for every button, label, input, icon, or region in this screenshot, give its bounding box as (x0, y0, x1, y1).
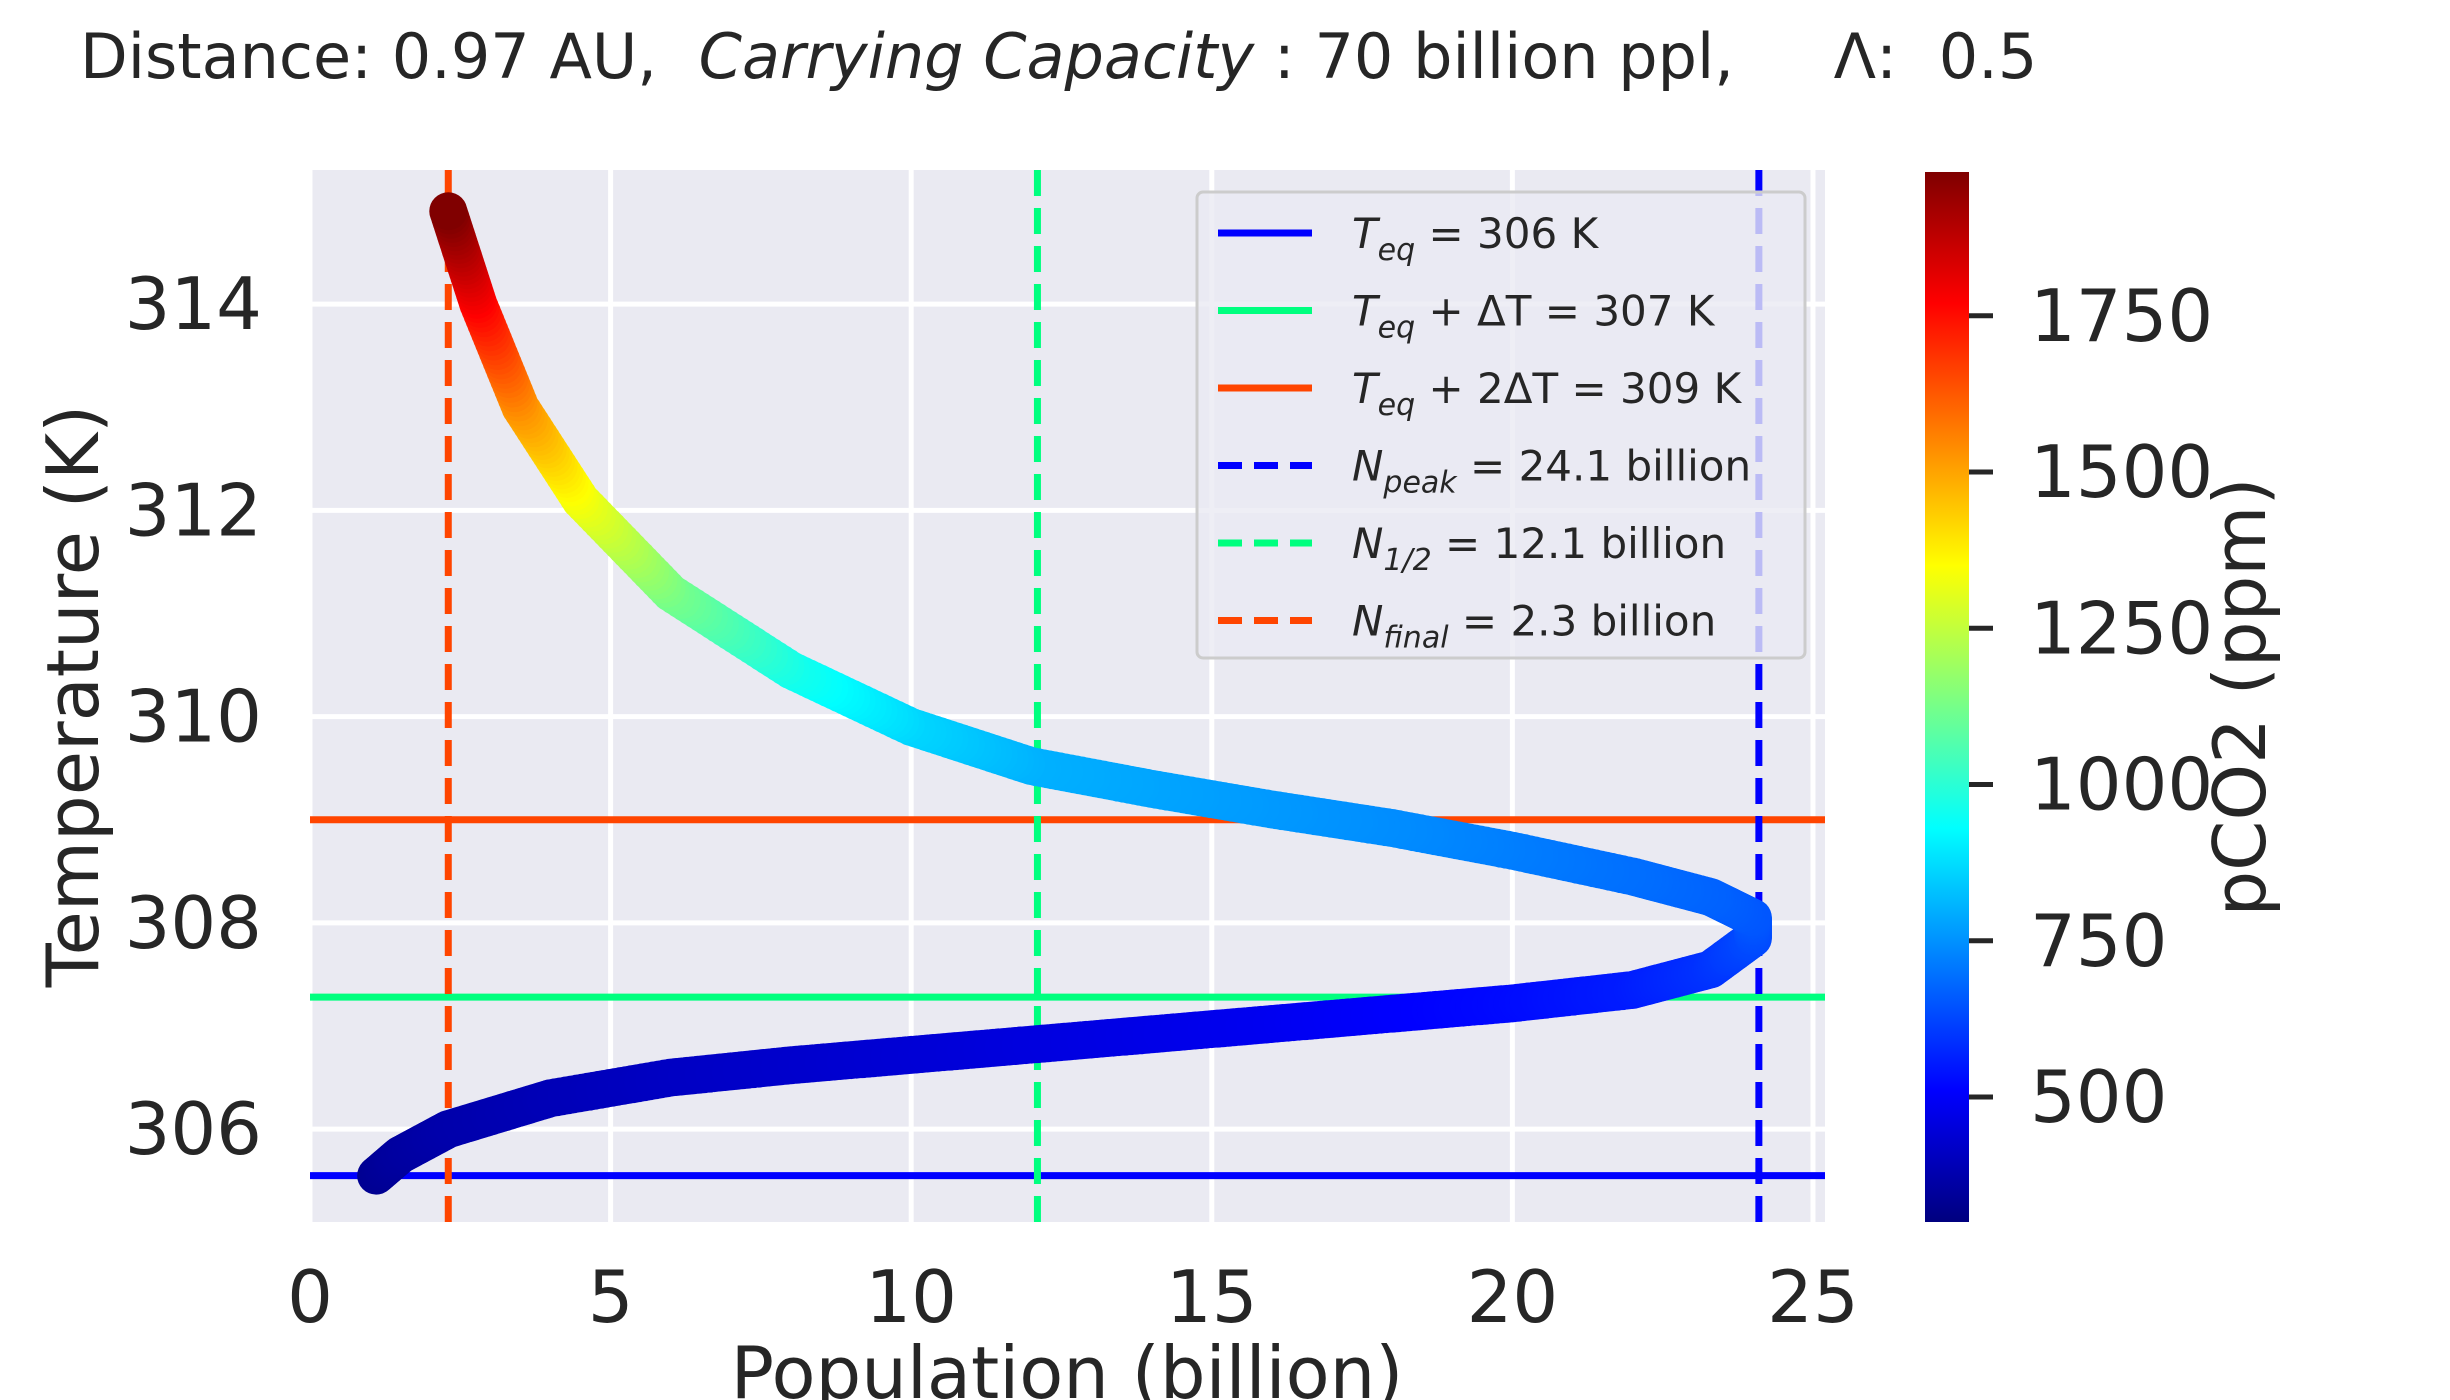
trajectory-series (357, 192, 1772, 1195)
x-tick-label: 5 (588, 1255, 634, 1339)
title-capacity-label: Carrying Capacity (699, 20, 1256, 93)
colorbar-tick-label: 1750 (2030, 274, 2213, 358)
x-axis-label: Population (billion) (731, 1331, 1404, 1400)
y-tick-label: 314 (125, 262, 262, 346)
colorbar-tick-label: 1000 (2030, 743, 2213, 827)
colorbar-tick-label: 750 (2030, 899, 2167, 983)
legend-label: N1/2 = 12.1 billion (1352, 519, 1726, 578)
y-axis-label: Temperature (K) (31, 405, 115, 988)
y-tick-label: 312 (125, 468, 262, 552)
legend-label: Teq = 306 K (1352, 209, 1600, 268)
colorbar (1925, 172, 1969, 1222)
legend: Teq = 306 K Teq + ΔT = 307 K Teq + 2ΔT = 3… (1195, 190, 1807, 660)
title-capacity-value: : 70 billion ppl, (1274, 20, 1734, 93)
y-axis-ticks: 306 308 310 312 314 (125, 262, 262, 1171)
y-tick-label: 306 (125, 1087, 262, 1171)
title-lambda-label: Λ: (1834, 20, 1897, 93)
x-tick-label: 0 (287, 1255, 333, 1339)
x-tick-label: 25 (1767, 1255, 1859, 1339)
x-tick-label: 10 (865, 1255, 957, 1339)
trajectory-point (429, 192, 468, 231)
legend-label: Teq + ΔT = 307 K (1352, 287, 1716, 346)
colorbar-tick-label: 500 (2030, 1055, 2167, 1139)
y-tick-label: 308 (125, 881, 262, 965)
x-tick-label: 20 (1467, 1255, 1559, 1339)
colorbar-ticks: 500 750 1000 1250 1500 1750 (1969, 274, 2213, 1139)
legend-label: Npeak = 24.1 billion (1352, 442, 1751, 501)
legend-label: Nfinal = 2.3 billion (1352, 597, 1716, 656)
legend-label: Teq + 2ΔT = 309 K (1352, 364, 1743, 423)
title-lambda-value: 0.5 (1939, 20, 2038, 93)
colorbar-tick-label: 1500 (2030, 430, 2213, 514)
x-tick-label: 15 (1166, 1255, 1258, 1339)
title-distance: Distance: 0.97 AU, (80, 20, 657, 93)
y-tick-label: 310 (125, 675, 262, 759)
x-axis-ticks: 0 5 10 15 20 25 (287, 1255, 1859, 1339)
colorbar-label: pCO2 (ppm) (2198, 477, 2282, 916)
colorbar-tick-label: 1250 (2030, 586, 2213, 670)
figure-title: Distance: 0.97 AU, Carrying Capacity : 7… (80, 20, 2037, 93)
legend-box (1195, 190, 1807, 660)
